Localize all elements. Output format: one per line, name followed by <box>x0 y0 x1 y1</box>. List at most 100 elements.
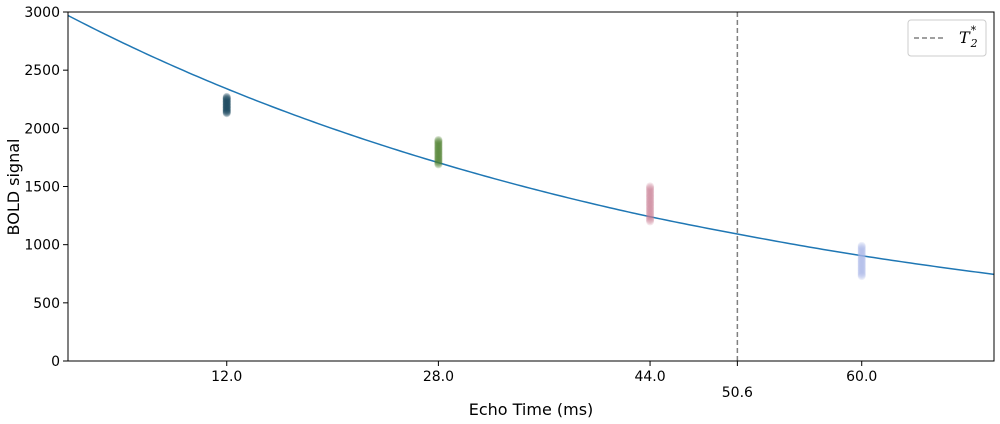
data-point <box>222 103 231 112</box>
t2-star-value-label: 50.6 <box>722 385 753 401</box>
legend-entry-t2-star: T2* <box>959 24 978 50</box>
data-point <box>434 151 443 160</box>
y-tick-label: 1000 <box>24 238 60 254</box>
data-point <box>222 100 231 109</box>
data-point <box>222 97 231 106</box>
data-point <box>222 99 231 108</box>
data-point <box>857 248 866 257</box>
data-point <box>222 102 231 111</box>
data-point <box>646 194 655 203</box>
y-tick-label: 1500 <box>24 180 60 196</box>
data-point <box>222 101 231 110</box>
echo-cluster-4 <box>857 241 866 281</box>
data-point <box>857 256 866 265</box>
data-point <box>857 257 866 266</box>
data-point <box>434 145 443 154</box>
data-point <box>222 106 231 115</box>
echo-cluster-2 <box>434 135 443 169</box>
y-tick-label: 2000 <box>24 121 60 137</box>
data-point <box>434 158 443 167</box>
data-point <box>434 137 443 146</box>
data-point <box>222 94 231 103</box>
data-point <box>646 190 655 199</box>
data-point <box>857 269 866 278</box>
data-point <box>222 101 231 110</box>
data-point <box>434 142 443 151</box>
data-point <box>646 188 655 197</box>
data-point <box>857 264 866 273</box>
data-point <box>646 209 655 218</box>
data-point <box>646 200 655 209</box>
plot-area-frame <box>67 11 995 362</box>
data-point <box>646 198 655 207</box>
data-point <box>646 199 655 208</box>
data-point <box>434 156 443 165</box>
data-point <box>222 107 231 116</box>
data-point <box>857 265 866 274</box>
data-point <box>434 144 443 153</box>
data-point <box>857 247 866 256</box>
y-tick-label: 500 <box>33 296 60 312</box>
data-point <box>222 95 231 104</box>
data-point <box>434 146 443 155</box>
data-point <box>646 195 655 204</box>
data-point <box>222 108 231 117</box>
x-tick-label: 12.0 <box>211 369 242 385</box>
data-point <box>434 153 443 162</box>
data-point <box>434 155 443 164</box>
data-point <box>646 186 655 195</box>
x-tick-label: 60.0 <box>846 369 877 385</box>
data-point <box>434 148 443 157</box>
data-point <box>434 147 443 156</box>
data-point <box>857 270 866 279</box>
legend-frame <box>907 19 987 57</box>
data-point <box>646 216 655 225</box>
data-point <box>434 154 443 163</box>
data-point <box>857 259 866 268</box>
data-point <box>646 203 655 212</box>
data-point <box>222 103 231 112</box>
data-point <box>646 204 655 213</box>
data-point <box>646 191 655 200</box>
data-point <box>222 98 231 107</box>
data-point <box>646 183 655 192</box>
data-point <box>434 135 443 144</box>
data-point <box>857 251 866 260</box>
data-point <box>646 182 655 191</box>
legend: T2* <box>907 19 987 57</box>
data-point <box>857 249 866 258</box>
data-point <box>646 205 655 214</box>
y-tick-label: 2500 <box>24 63 60 79</box>
data-point <box>222 104 231 113</box>
data-point <box>222 98 231 107</box>
data-point <box>857 244 866 253</box>
fit-curve <box>67 14 995 276</box>
data-point <box>857 254 866 263</box>
data-point <box>857 250 866 259</box>
data-point <box>857 253 866 262</box>
data-point <box>646 207 655 216</box>
data-point <box>646 213 655 222</box>
y-tick-label: 3000 <box>24 5 60 21</box>
y-axis-label: BOLD signal <box>4 139 23 236</box>
data-point <box>434 139 443 148</box>
data-point <box>857 263 866 272</box>
data-point <box>646 192 655 201</box>
data-point <box>434 138 443 147</box>
data-point <box>222 100 231 109</box>
data-point <box>434 145 443 154</box>
data-point <box>857 261 866 270</box>
data-point <box>434 136 443 145</box>
data-point <box>222 95 231 104</box>
data-point <box>857 260 866 269</box>
data-point <box>434 141 443 150</box>
data-point <box>222 96 231 105</box>
data-point <box>857 272 866 281</box>
data-point <box>646 212 655 221</box>
data-point <box>434 160 443 169</box>
data-point <box>857 246 866 255</box>
data-point <box>434 150 443 159</box>
data-point <box>857 268 866 277</box>
data-point <box>222 105 231 114</box>
data-point <box>646 208 655 217</box>
